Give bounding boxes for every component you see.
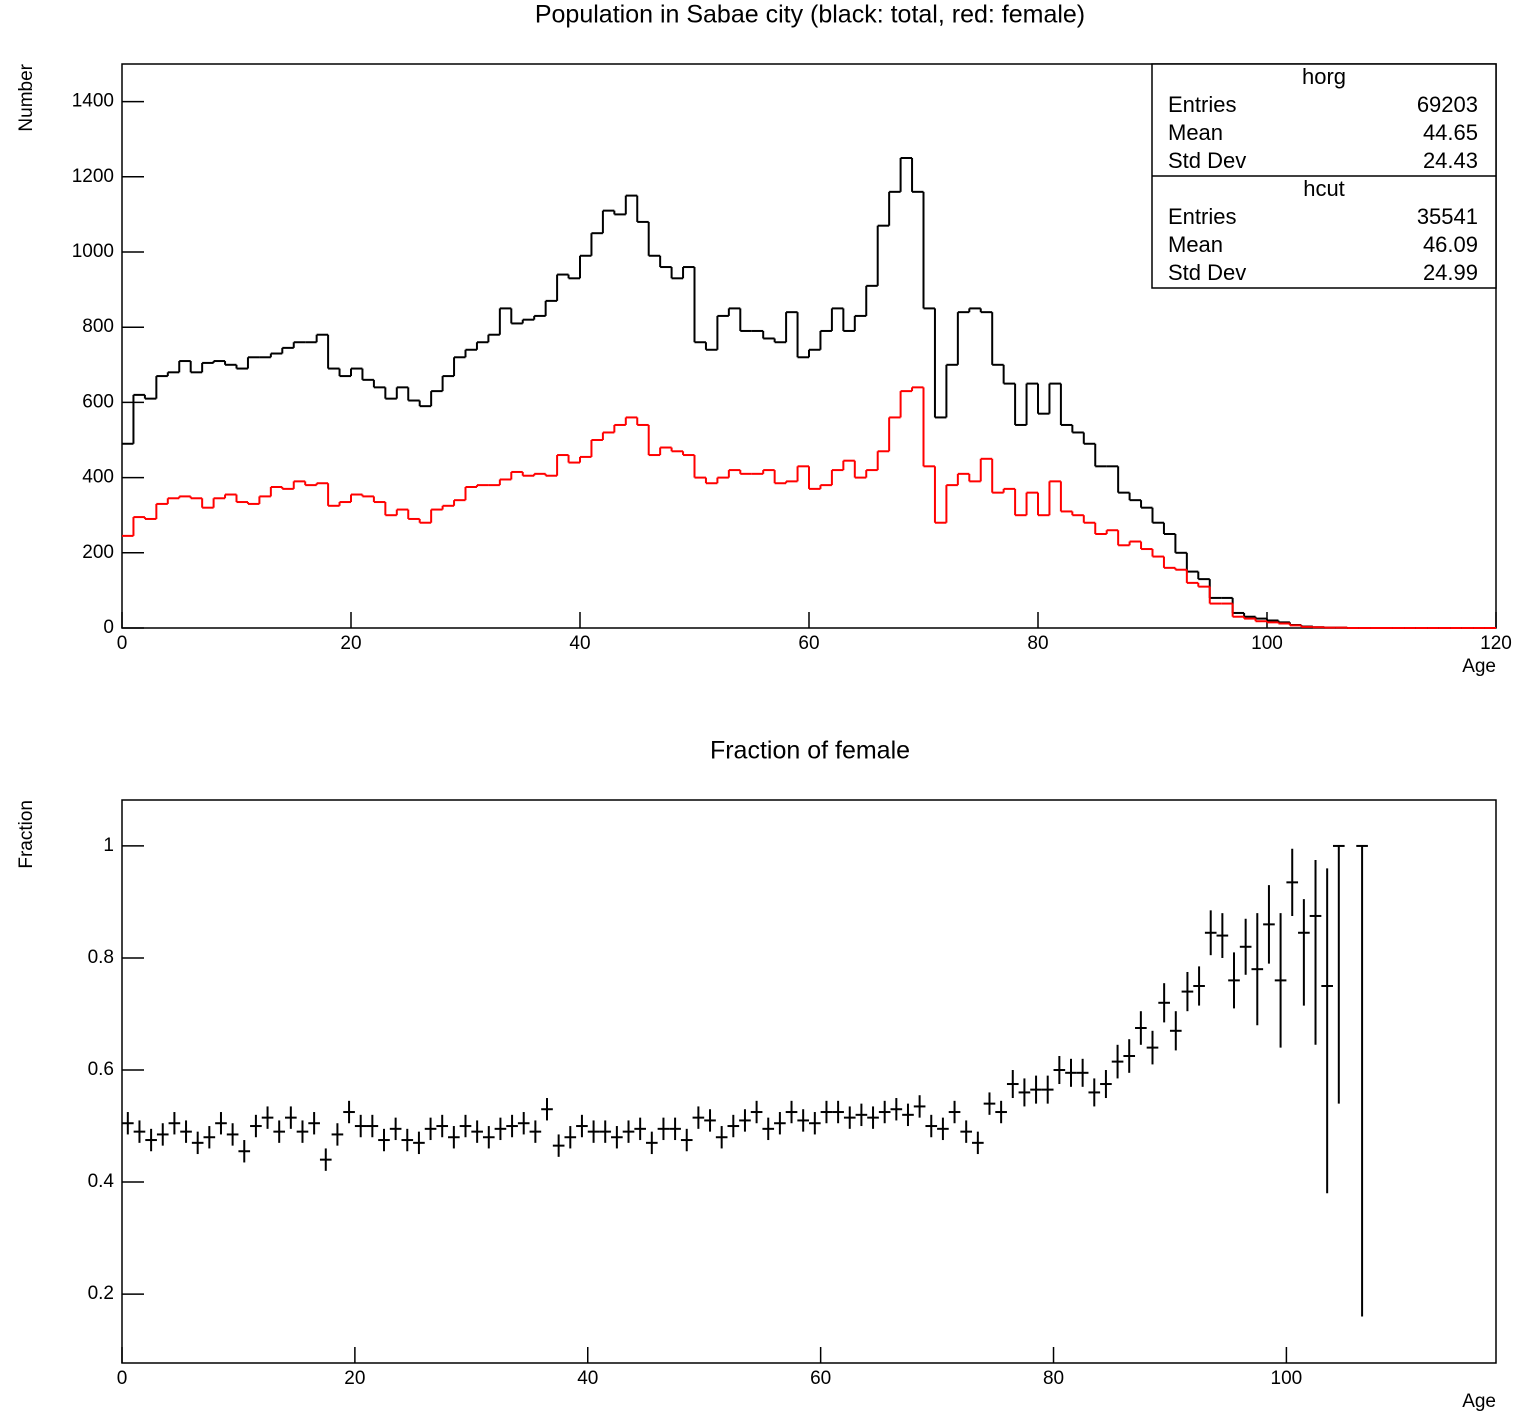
stats-label: Std Dev xyxy=(1168,148,1246,173)
y-tick-label: 1200 xyxy=(72,166,114,187)
stats-value: 24.99 xyxy=(1423,260,1478,285)
stats-name: hcut xyxy=(1303,176,1345,201)
y-tick-label: 0.4 xyxy=(88,1171,115,1192)
stats-label: Entries xyxy=(1168,92,1236,117)
chart-title: Fraction of female xyxy=(710,737,910,765)
x-tick-label: 80 xyxy=(1027,633,1048,654)
x-tick-label: 80 xyxy=(1043,1368,1064,1389)
y-tick-label: 800 xyxy=(82,316,114,337)
y-tick-label: 1 xyxy=(103,835,114,856)
y-tick-label: 400 xyxy=(82,467,114,488)
stats-value: 35541 xyxy=(1417,204,1478,229)
x-tick-label: 100 xyxy=(1251,633,1283,654)
x-tick-label: 60 xyxy=(798,633,819,654)
stats-name: horg xyxy=(1302,64,1346,89)
x-tick-label: 60 xyxy=(810,1368,831,1389)
x-tick-label: 0 xyxy=(117,633,128,654)
x-tick-label: 20 xyxy=(340,633,361,654)
stats-value: 69203 xyxy=(1417,92,1478,117)
x-tick-label: 0 xyxy=(117,1368,128,1389)
stats-label: Entries xyxy=(1168,204,1236,229)
x-tick-label: 40 xyxy=(569,633,590,654)
y-tick-label: 0 xyxy=(103,617,114,638)
y-axis-title: Number xyxy=(16,63,37,131)
stats-label: Mean xyxy=(1168,120,1223,145)
plot-frame xyxy=(121,799,1497,1364)
x-tick-label: 40 xyxy=(577,1368,598,1389)
stats-value: 24.43 xyxy=(1423,148,1478,173)
x-axis-title: Age xyxy=(1462,656,1496,677)
y-tick-label: 0.8 xyxy=(88,947,114,968)
y-tick-label: 0.6 xyxy=(88,1059,114,1080)
x-tick-label: 20 xyxy=(344,1368,365,1389)
chart-title: Population in Sabae city (black: total, … xyxy=(535,1,1085,29)
x-tick-label: 100 xyxy=(1271,1368,1303,1389)
x-axis-title: Age xyxy=(1462,1391,1496,1412)
y-tick-label: 1000 xyxy=(72,241,114,262)
y-tick-label: 1400 xyxy=(72,91,114,112)
y-tick-label: 200 xyxy=(82,542,114,563)
y-tick-label: 600 xyxy=(82,391,114,412)
y-tick-label: 0.2 xyxy=(88,1283,114,1304)
stats-label: Std Dev xyxy=(1168,260,1246,285)
stats-value: 44.65 xyxy=(1423,120,1478,145)
stats-value: 46.09 xyxy=(1423,232,1478,257)
y-axis-title: Fraction xyxy=(16,800,37,869)
stats-label: Mean xyxy=(1168,232,1223,257)
x-tick-label: 120 xyxy=(1480,633,1512,654)
